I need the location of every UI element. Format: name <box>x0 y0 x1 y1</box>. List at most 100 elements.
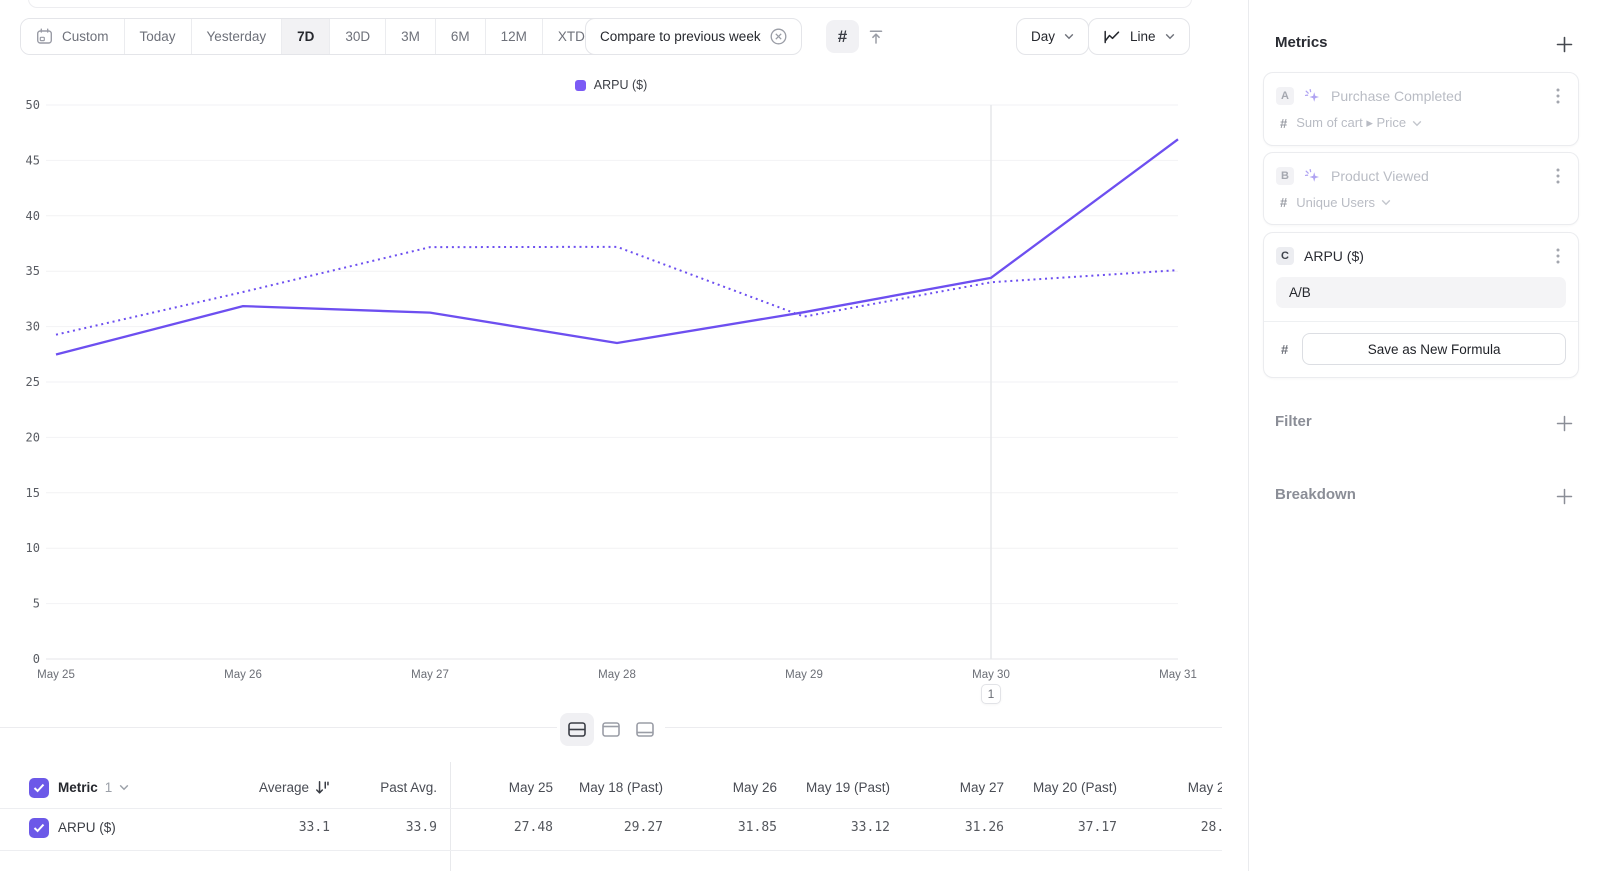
table-column-header[interactable]: Past Avg. <box>380 780 437 795</box>
table-cell: 31.85 <box>737 820 777 835</box>
add-breakdown-button[interactable] <box>1554 486 1574 506</box>
x-axis-tick-label: May 29 <box>785 669 823 681</box>
select-all-checkbox[interactable] <box>29 778 49 798</box>
metric-badge: B <box>1276 167 1294 185</box>
x-axis-tick-label: May 26 <box>224 669 262 681</box>
x-axis-tick-label: May 27 <box>411 669 449 681</box>
granularity-dropdown[interactable]: Day <box>1016 18 1090 55</box>
line-chart[interactable]: 0 5 10 15 20 25 30 35 40 45 50 May 25 May 26 May 27 Ma… <box>0 95 1222 695</box>
save-as-new-formula-button[interactable]: Save as New Formula <box>1302 333 1566 365</box>
column-header-label: May 20 (Past) <box>1032 780 1117 795</box>
table-column-header[interactable]: May 20 (Past) <box>1033 780 1117 795</box>
date-range-today[interactable]: Today <box>124 19 192 54</box>
chart-legend: ARPU ($) <box>0 78 1222 92</box>
legend-swatch <box>574 79 586 91</box>
column-header-label: Past Avg. <box>380 780 437 795</box>
table-column-divider <box>450 762 451 871</box>
line-chart-icon <box>1104 30 1120 43</box>
column-header-label: May 27 <box>959 780 1004 795</box>
date-range-12m[interactable]: 12M <box>485 19 543 54</box>
view-toggle-layout-top[interactable] <box>594 713 628 746</box>
metric-header-label: Metric <box>58 780 98 795</box>
x-axis-tick-label: May 28 <box>598 669 636 681</box>
view-toggle-layout-bottom[interactable] <box>628 713 662 746</box>
column-header-label: May 19 (Past) <box>805 780 890 795</box>
table-header-divider <box>0 808 1222 809</box>
y-axis-tick-label: 0 <box>33 652 40 666</box>
x-axis-tick-label: May 30 <box>972 669 1010 681</box>
column-header-label: May 28 <box>1187 780 1222 795</box>
y-axis-tick-label: 45 <box>26 153 40 167</box>
metric-card-title: ARPU ($) <box>1304 248 1364 264</box>
sort-descending-icon[interactable] <box>315 780 330 795</box>
measure-dropdown[interactable]: Sum of cart ▸ Price <box>1296 115 1422 131</box>
calendar-icon <box>37 28 53 44</box>
absolute-values-toggle[interactable]: # <box>826 20 859 53</box>
table-cell: 33.1 <box>298 820 330 835</box>
table-column-header[interactable]: May 28 <box>1188 780 1222 795</box>
chevron-down-icon <box>119 784 129 791</box>
kebab-menu-icon[interactable] <box>1550 167 1566 185</box>
table-row-divider <box>0 850 1222 851</box>
x-axis-tick-label: May 31 <box>1159 669 1197 681</box>
formula-input[interactable]: A/B <box>1276 277 1566 308</box>
metric-count: 1 <box>104 780 113 795</box>
series-line-past[interactable] <box>55 245 1179 336</box>
date-range-label: Custom <box>62 29 109 44</box>
filter-section-title: Filter <box>1275 413 1312 430</box>
table-column-header[interactable]: May 26 <box>733 780 777 795</box>
metric-card-title: Product Viewed <box>1331 168 1429 184</box>
kebab-menu-icon[interactable] <box>1550 87 1566 105</box>
table-cell: 31.26 <box>964 820 1004 835</box>
legend-label: ARPU ($) <box>593 78 648 92</box>
table-column-header[interactable]: Average <box>259 780 330 795</box>
column-header-label: Average <box>258 780 309 795</box>
compare-label: Compare to previous week <box>600 29 761 44</box>
chevron-down-icon <box>1165 33 1174 40</box>
date-range-3m[interactable]: 3M <box>386 19 436 54</box>
report-main-area: Custom Today Yesterday 7D 30D 3M 6M 12M XTD Comp… <box>0 0 1222 871</box>
table-column-header[interactable]: May 18 (Past) <box>579 780 663 795</box>
date-range-6m[interactable]: 6M <box>435 19 486 54</box>
plus-icon <box>1556 415 1572 431</box>
table-column-header[interactable]: May 27 <box>960 780 1004 795</box>
layout-view-toggle <box>557 710 665 749</box>
y-axis-tick-label: 25 <box>26 375 40 389</box>
x-axis-tick-label: May 25 <box>37 669 75 681</box>
date-range-label: XTD <box>557 29 585 44</box>
hash-icon: # <box>1280 115 1288 131</box>
measure-dropdown[interactable]: Unique Users <box>1296 195 1391 210</box>
threshold-toggle[interactable] <box>859 20 892 53</box>
metric-card-b[interactable]: B Product Viewed # Unique Users <box>1263 152 1579 225</box>
measure-label: Sum of cart ▸ Price <box>1296 115 1407 130</box>
row-checkbox[interactable] <box>29 818 49 838</box>
column-header-label: May 25 <box>508 780 553 795</box>
annotation-marker[interactable]: 1 <box>981 684 1001 704</box>
date-range-30d[interactable]: 30D <box>330 19 387 54</box>
table-column-header[interactable]: May 25 <box>509 780 553 795</box>
compare-to-previous-button[interactable]: Compare to previous week <box>585 18 802 55</box>
remove-compare-icon[interactable] <box>770 28 787 45</box>
view-toggle-layout-split[interactable] <box>560 713 594 746</box>
y-axis-tick-label: 40 <box>26 209 40 223</box>
series-line-current[interactable] <box>55 138 1179 356</box>
table-cell: 28.5 <box>1200 820 1222 835</box>
add-metric-button[interactable] <box>1554 34 1574 54</box>
date-range-custom[interactable]: Custom <box>21 19 125 54</box>
date-range-label: 7D <box>297 29 315 44</box>
kebab-menu-icon[interactable] <box>1550 247 1566 265</box>
metric-card-c[interactable]: C ARPU ($) A/B # Save as New Formula <box>1263 232 1579 378</box>
event-spark-icon <box>1304 168 1319 182</box>
date-range-label: 30D <box>345 29 371 44</box>
metric-column-header[interactable]: Metric 1 <box>58 780 129 795</box>
hash-icon: # <box>837 26 848 46</box>
metric-card-a[interactable]: A Purchase Completed # Sum of cart ▸ Price <box>1263 72 1579 146</box>
card-divider <box>1264 321 1578 322</box>
threshold-arrow-icon <box>869 29 882 44</box>
date-range-7d[interactable]: 7D <box>282 19 331 54</box>
date-range-yesterday[interactable]: Yesterday <box>191 19 283 54</box>
table-column-header[interactable]: May 19 (Past) <box>806 780 890 795</box>
add-filter-button[interactable] <box>1554 413 1574 433</box>
y-axis-tick-label: 20 <box>26 430 40 444</box>
chart-type-dropdown[interactable]: Line <box>1088 18 1190 55</box>
